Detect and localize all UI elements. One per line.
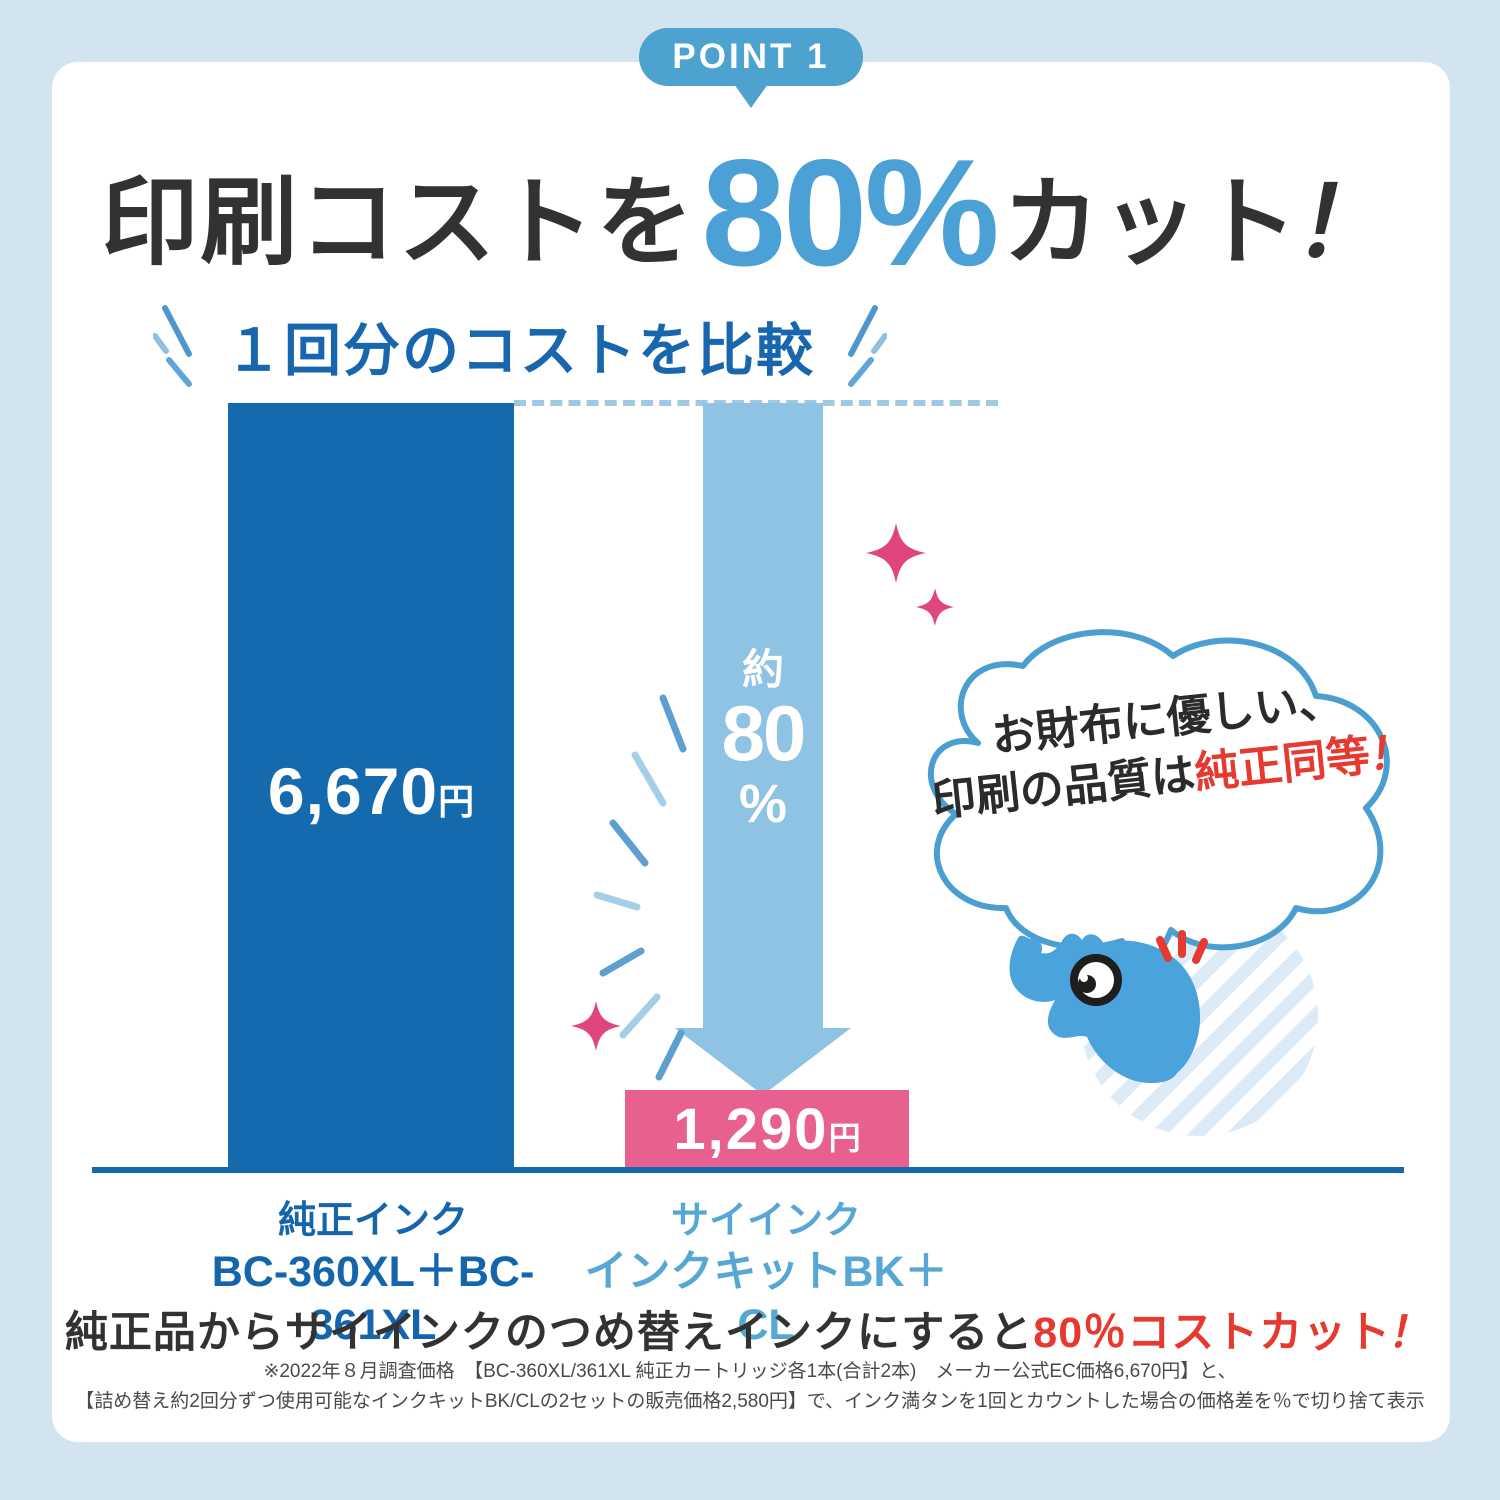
- conclusion-black: 純正品からサイインクのつめ替えインクにすると: [64, 1309, 1034, 1357]
- down-arrow-icon: [675, 403, 851, 1095]
- page-title: 印刷コストを 80% カット ！: [0, 128, 1500, 298]
- conclusion-red: 80％コストカット: [1033, 1309, 1392, 1357]
- point-badge-label: POINT 1: [672, 37, 830, 76]
- sai-price-label: 1,290円: [673, 1096, 860, 1163]
- title-highlight-80pct: 80%: [701, 128, 999, 298]
- point-badge-tail: [734, 84, 768, 108]
- sparkle-icon: [866, 523, 926, 583]
- reduction-approx: 約: [741, 646, 784, 693]
- axis-label-genuine-line1: 純正インク: [277, 1200, 468, 1242]
- exclamation-dashes-icon: [1156, 930, 1208, 964]
- title-suffix: カット: [1002, 167, 1300, 277]
- bubble-line2-exclamation: ！: [1367, 726, 1417, 781]
- point-badge: POINT 1: [639, 28, 863, 86]
- burst-lines-icon: [593, 694, 687, 1081]
- axis-label-genuine-line2: BC-360XL＋BC-361XL: [211, 1247, 535, 1350]
- sparkle-icon: [916, 588, 954, 626]
- title-exclamation: ！: [1286, 167, 1409, 277]
- axis-label-genuine: 純正インク BC-360XL＋BC-361XL: [168, 1198, 578, 1353]
- reduction-percent-sign: %: [738, 774, 787, 835]
- chart-baseline: [92, 1167, 1404, 1173]
- axis-label-sai-line2: インクキットBK＋CL: [584, 1247, 948, 1350]
- bar-genuine-ink: 6,670円: [228, 403, 514, 1169]
- footnote-line1: ※2022年８月調査価格 【BC-360XL/361XL 純正カートリッジ各1本…: [263, 1361, 1237, 1382]
- genuine-price-unit: 円: [438, 781, 475, 822]
- rhino-mascot-icon: [1009, 930, 1208, 1084]
- comparison-heading: １回分のコストを比較: [225, 319, 815, 383]
- conclusion-line: 純正品からサイインクのつめ替えインクにすると80％コストカット！: [0, 1298, 1500, 1360]
- emphasis-slashes-right-icon: [848, 305, 887, 387]
- comparison-heading-group: １回分のコストを比較: [140, 296, 900, 396]
- speech-bubble: [927, 629, 1390, 999]
- bar-sai-ink: 1,290円: [625, 1090, 909, 1169]
- genuine-price-label: 6,670円: [228, 753, 514, 829]
- conclusion-exclamation: ！: [1385, 1309, 1440, 1357]
- sai-price-value: 1,290: [673, 1097, 829, 1162]
- reduction-annotation: 約 80 %: [703, 646, 823, 837]
- sparkle-icon: [571, 1001, 621, 1051]
- footnote-line2: 【詰め替え約2回分ずつ使用可能なインクキットBK/CLの2セットの販売価格2,5…: [75, 1391, 1425, 1412]
- axis-label-sai-line1: サイインク: [670, 1200, 861, 1242]
- reduction-percent: 80: [721, 689, 807, 778]
- genuine-price-value: 6,670: [267, 754, 439, 828]
- title-prefix: 印刷コストを: [101, 167, 696, 277]
- axis-label-sai: サイインク インクキットBK＋CL: [556, 1198, 976, 1353]
- sai-price-unit: 円: [828, 1120, 861, 1156]
- emphasis-slashes-left-icon: [153, 305, 192, 387]
